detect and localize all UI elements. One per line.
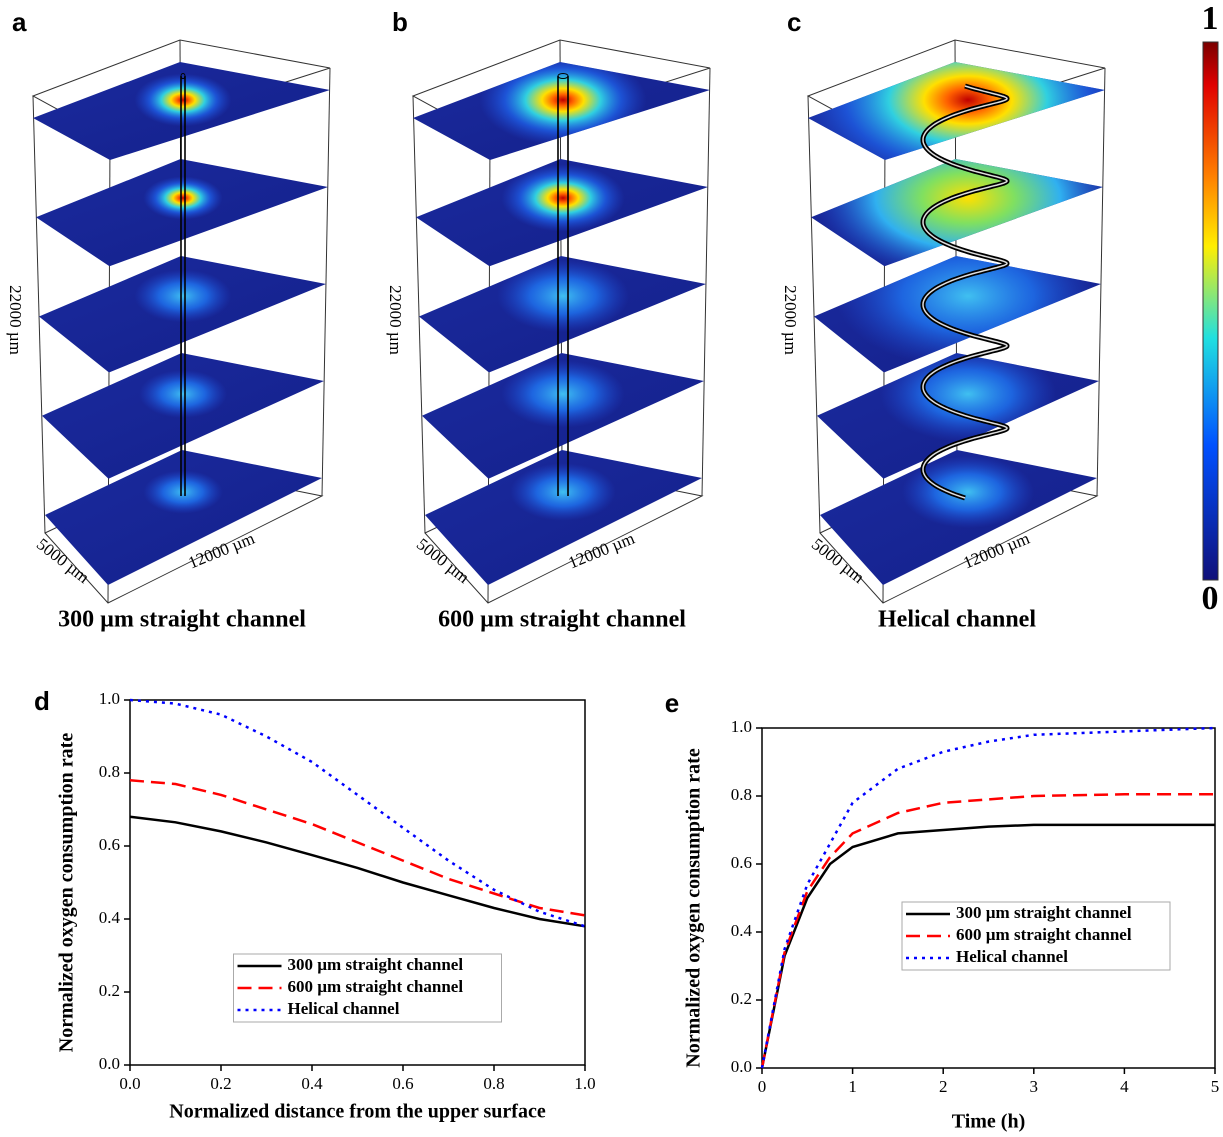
x-tick-label: 0.6 — [392, 1074, 413, 1093]
hotspot — [501, 360, 625, 428]
series-line — [129, 815, 586, 928]
plot-frame — [761, 727, 1216, 1069]
x-tick-label: 0.2 — [210, 1074, 231, 1093]
hotspot — [479, 62, 647, 146]
x-tick-label: 2 — [939, 1077, 948, 1096]
hotspot — [510, 463, 616, 521]
hotspot — [501, 164, 625, 232]
panel-letter: c — [787, 7, 801, 37]
hotspot — [143, 470, 223, 514]
panel-letter: b — [392, 7, 408, 37]
hotspot — [139, 370, 227, 418]
x-tick-label: 0.4 — [301, 1074, 323, 1093]
colorbar-tick-label: 0 — [1202, 580, 1219, 617]
y-tick-label: 0.6 — [731, 853, 752, 872]
box-edge — [807, 95, 821, 534]
legend-label: 300 µm straight channel — [956, 903, 1132, 922]
series-line — [760, 793, 1215, 1069]
colorbar-tick-label: 1 — [1202, 0, 1219, 37]
hotspot — [902, 456, 1034, 528]
hotspot — [497, 260, 629, 332]
y-tick-label: 1.0 — [731, 717, 752, 736]
y-tick-label: 0.2 — [731, 989, 752, 1008]
x-axis-label: Normalized distance from the upper surfa… — [169, 1101, 546, 1123]
series-line — [760, 726, 1216, 1069]
series-line — [129, 779, 586, 917]
box-edge — [701, 67, 711, 497]
panel-letter: d — [34, 686, 50, 716]
x-tick-label: 5 — [1211, 1077, 1220, 1096]
panel-caption: Helical channel — [878, 607, 1036, 633]
legend-label: 600 µm straight channel — [956, 925, 1132, 944]
x-tick-label: 1.0 — [574, 1074, 595, 1093]
box-edge — [412, 95, 426, 534]
plot-frame — [129, 699, 586, 1066]
box-edge — [1096, 67, 1106, 497]
box-edge — [32, 95, 46, 534]
legend-label: 300 µm straight channel — [288, 955, 464, 974]
hotspot — [134, 269, 232, 323]
y-tick-label: 1.0 — [99, 689, 120, 708]
y-tick-label: 0.0 — [99, 1054, 120, 1073]
height-label: 22000 µm — [386, 285, 405, 355]
x-tick-label: 0.8 — [483, 1074, 504, 1093]
height-label: 22000 µm — [6, 285, 25, 355]
plate — [45, 450, 322, 585]
colorbar — [1202, 41, 1219, 581]
y-axis-label: Normalized oxygen consumption rate — [56, 733, 78, 1053]
series-line — [760, 823, 1215, 1069]
panel-caption: 600 µm straight channel — [438, 607, 686, 633]
legend-label: Helical channel — [288, 999, 400, 1018]
x-tick-label: 1 — [848, 1077, 857, 1096]
y-tick-label: 0.8 — [99, 762, 120, 781]
panel-caption: 300 µm straight channel — [58, 607, 306, 633]
y-tick-label: 0.2 — [99, 981, 120, 1000]
x-tick-label: 0 — [758, 1077, 767, 1096]
hotspot — [143, 176, 223, 220]
x-tick-label: 3 — [1030, 1077, 1039, 1096]
x-axis-label: Time (h) — [952, 1111, 1026, 1133]
legend-label: 600 µm straight channel — [288, 977, 464, 996]
y-tick-label: 0.6 — [99, 835, 120, 854]
channel-top — [180, 73, 186, 79]
panel-letter: e — [665, 688, 679, 718]
channel-top — [557, 73, 569, 79]
y-tick-label: 0.4 — [731, 921, 753, 940]
x-tick-label: 0.0 — [119, 1074, 140, 1093]
legend-label: Helical channel — [956, 947, 1068, 966]
box-edge — [321, 67, 331, 497]
x-tick-label: 4 — [1120, 1077, 1129, 1096]
helix-inner — [922, 85, 1008, 499]
hotspot — [880, 353, 1056, 442]
series-line — [129, 698, 586, 928]
y-tick-label: 0.0 — [731, 1057, 752, 1076]
y-tick-label: 0.4 — [99, 908, 121, 927]
panel-letter: a — [12, 7, 27, 37]
hotspot — [134, 73, 232, 127]
y-tick-label: 0.8 — [731, 785, 752, 804]
height-label: 22000 µm — [781, 285, 800, 355]
y-axis-label: Normalized oxygen consumption rate — [683, 748, 705, 1068]
